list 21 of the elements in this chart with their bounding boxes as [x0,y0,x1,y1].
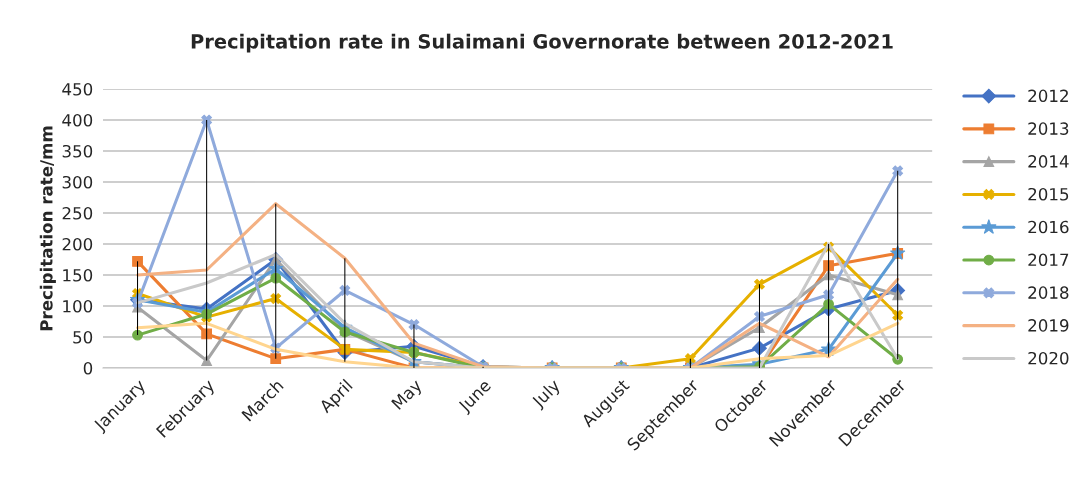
legend-label: 2020 [1028,351,1069,365]
legend-label: 2012 [1028,89,1068,103]
legend-label: 2016 [1028,220,1069,234]
y-tick-label: 100 [63,299,93,313]
y-tick-label: 0 [83,361,93,375]
y-tick-label: 350 [62,144,93,158]
legend-label: 2017 [1028,253,1069,267]
legend-label: 2015 [1028,187,1069,201]
y-tick-label: 200 [62,237,93,251]
y-tick-label: 250 [62,206,93,220]
y-tick-label: 150 [63,268,93,282]
y-tick-label: 400 [62,113,93,127]
legend-label: 2019 [1028,319,1069,332]
y-tick-label: 450 [62,82,93,96]
y-axis-title: Precipitation rate/mm [39,126,56,331]
y-tick-label: 50 [73,330,93,344]
chart-title: Precipitation rate in Sulaimani Governorate between 2012-2021 [191,33,893,53]
legend-label: 2014 [1028,155,1069,168]
y-tick-label: 300 [62,175,93,189]
legend-label: 2013 [1028,122,1069,135]
legend-label: 2018 [1028,286,1069,299]
